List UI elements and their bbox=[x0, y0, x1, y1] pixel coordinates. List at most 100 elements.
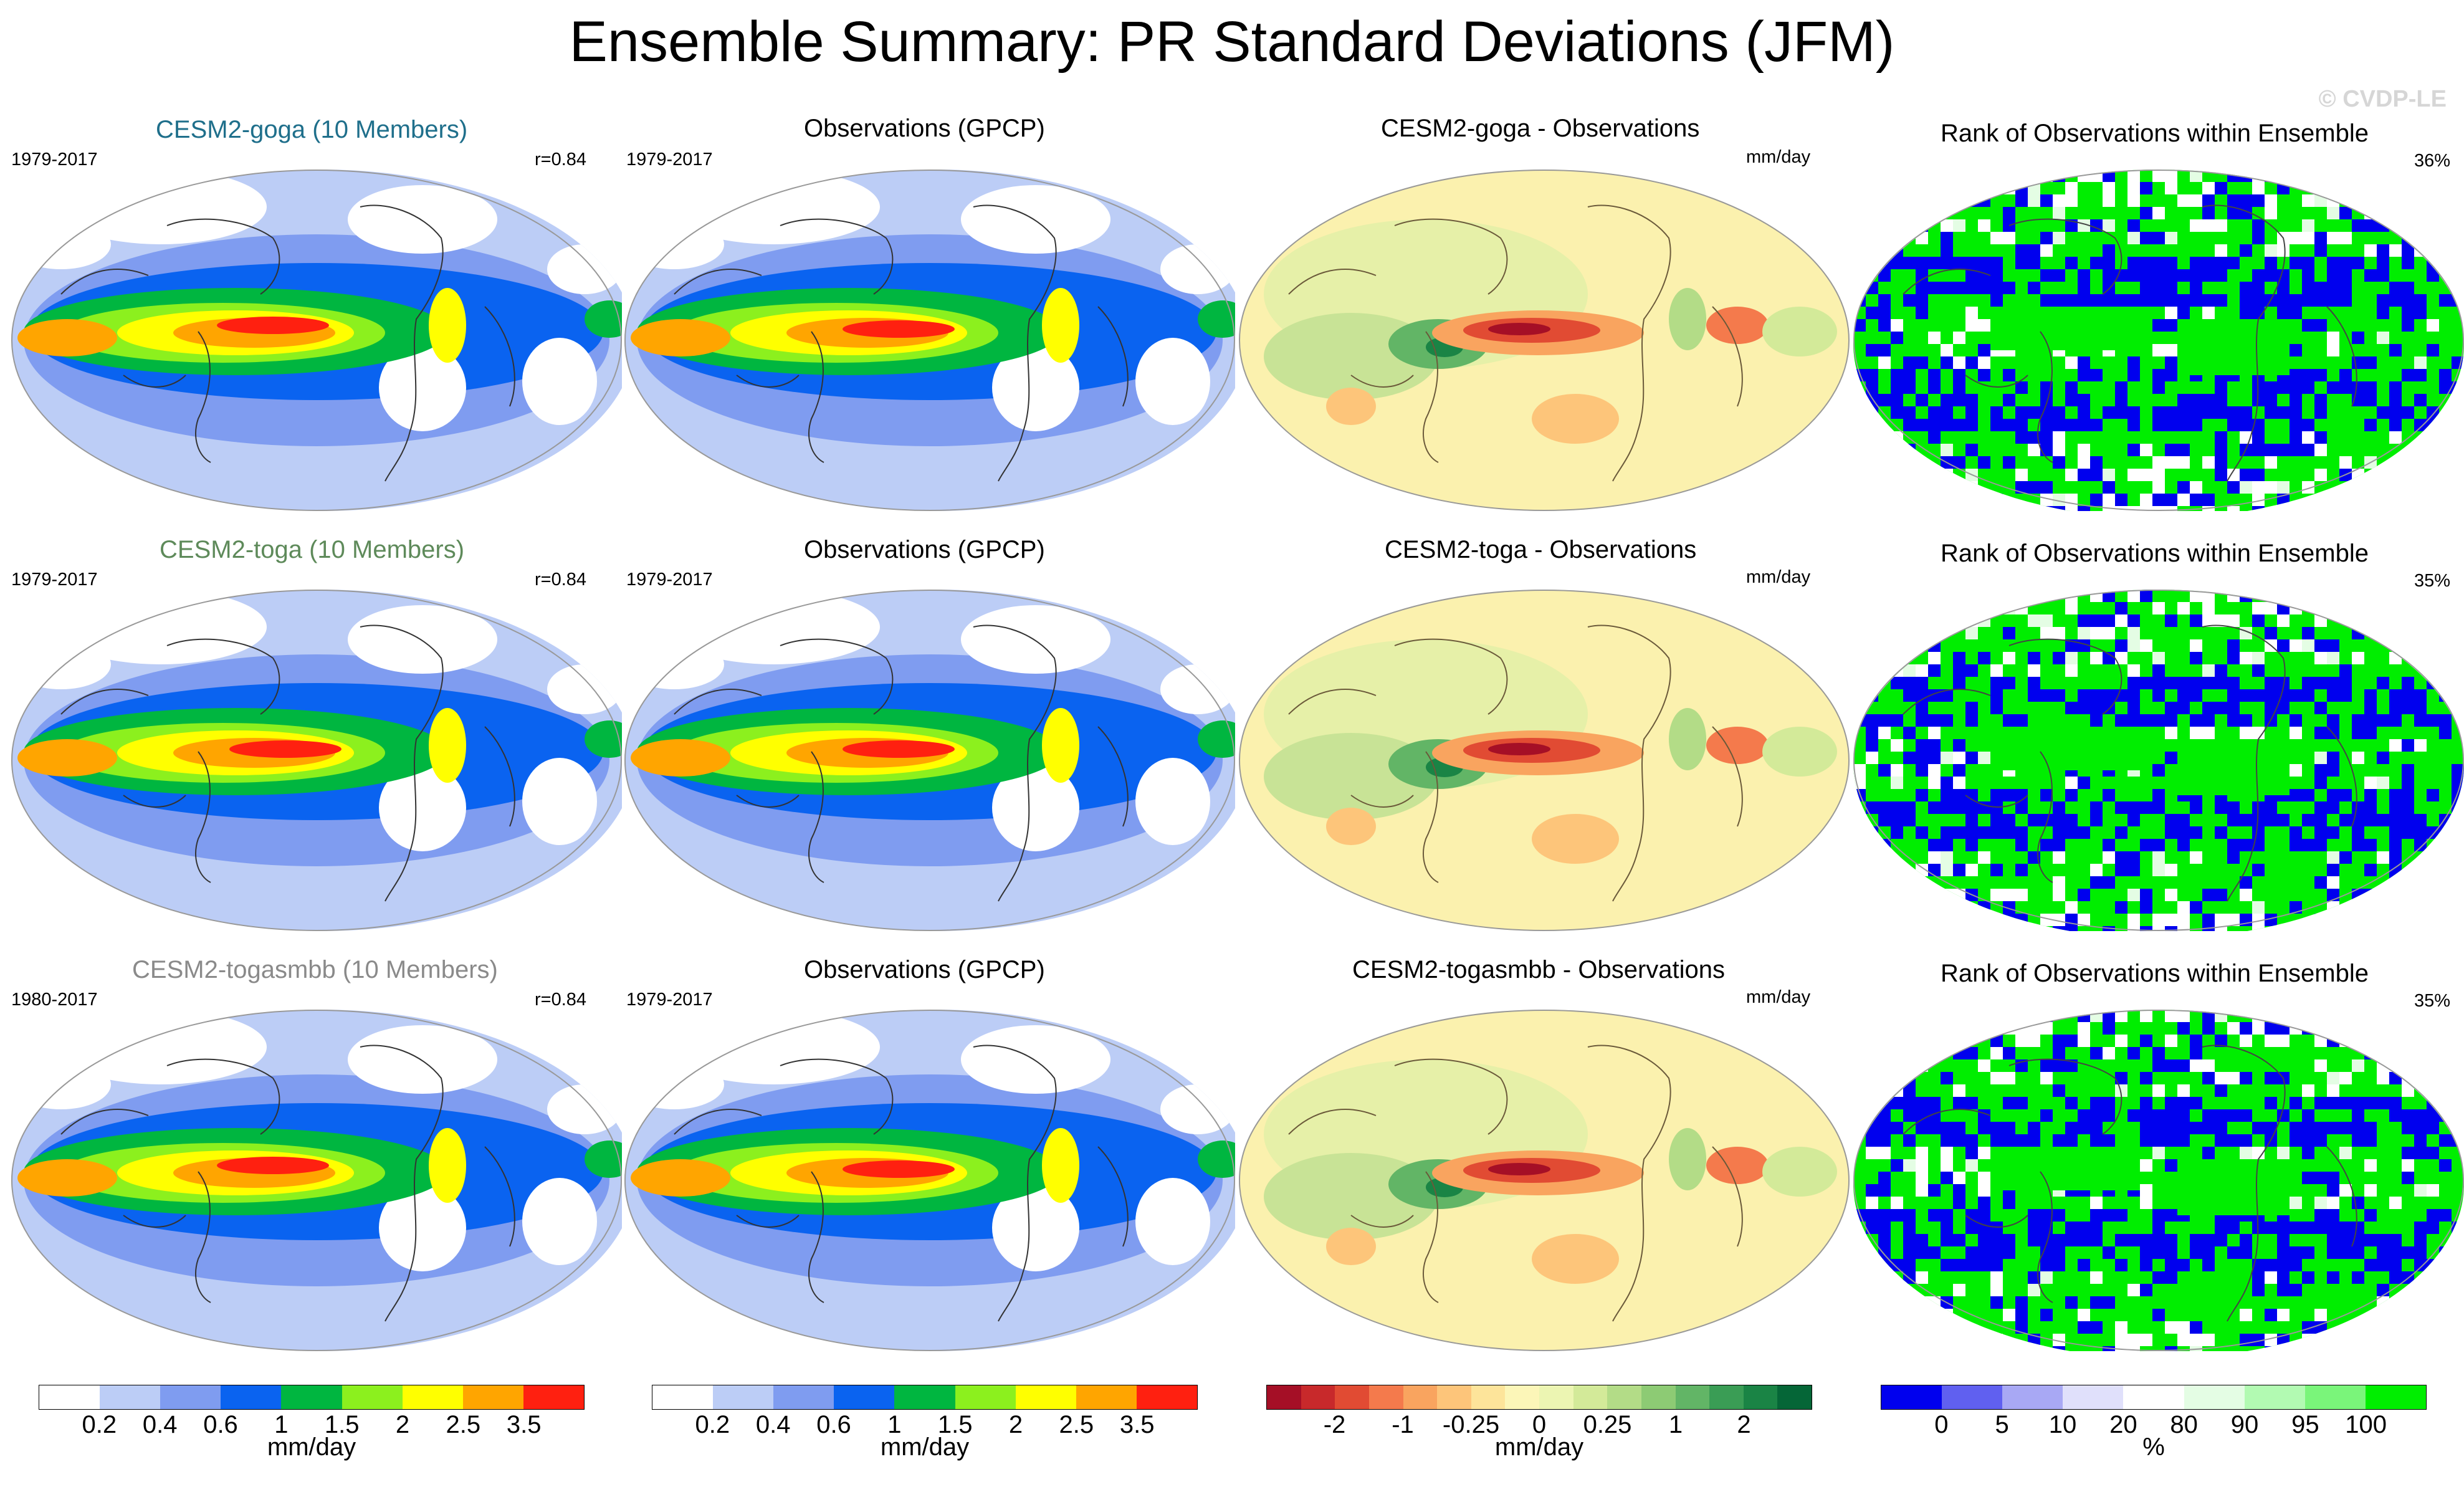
row1-obs-title: Observations (GPCP) bbox=[804, 115, 1045, 142]
colorbar-std-swatch bbox=[221, 1385, 282, 1409]
colorbar-rank-tick: 0 bbox=[1934, 1411, 1949, 1438]
colorbar-obs-swatch bbox=[713, 1385, 774, 1409]
row2-model-std-map bbox=[11, 590, 622, 931]
colorbar-std-tick: 0.4 bbox=[142, 1411, 178, 1438]
colorbar-rank-tick: 80 bbox=[2170, 1411, 2198, 1438]
colorbar-rank-tick: 10 bbox=[2048, 1411, 2077, 1438]
colorbar-obs-std bbox=[652, 1385, 1198, 1410]
colorbar-std-swatch bbox=[341, 1385, 403, 1409]
row1-difference-map bbox=[1239, 170, 1850, 511]
colorbar-obs-swatch bbox=[894, 1385, 955, 1409]
colorbar-std-tick: 2.5 bbox=[446, 1411, 481, 1438]
colorbar-difference bbox=[1266, 1385, 1812, 1410]
row1-rank-map bbox=[1853, 170, 2464, 511]
row1-model-years: 1979-2017 bbox=[11, 150, 98, 170]
colorbar-diff-swatch bbox=[1573, 1385, 1608, 1409]
colorbar-obs-tick: 2.5 bbox=[1059, 1411, 1094, 1438]
colorbar-obs-tick: 1.5 bbox=[937, 1411, 973, 1438]
colorbar-diff-swatch bbox=[1437, 1385, 1471, 1409]
colorbar-diff-tick: 0.25 bbox=[1583, 1411, 1632, 1438]
row2-diff-title: CESM2-toga - Observations bbox=[1385, 536, 1697, 563]
row3-rank-pct: 35% bbox=[2414, 991, 2451, 1011]
row2-difference-map bbox=[1239, 590, 1850, 931]
colorbar-obs-swatch bbox=[955, 1385, 1016, 1409]
colorbar-rank-swatch bbox=[2063, 1385, 2124, 1409]
colorbar-rank bbox=[1881, 1385, 2427, 1410]
row1-diff-units: mm/day bbox=[1746, 147, 1811, 167]
colorbar-obs-tick: 2 bbox=[1008, 1411, 1023, 1438]
colorbar-rank-swatch bbox=[2365, 1385, 2426, 1409]
colorbar-std-tick: 1 bbox=[274, 1411, 289, 1438]
colorbar-diff-swatch bbox=[1335, 1385, 1369, 1409]
colorbar-diff-tick: 1 bbox=[1668, 1411, 1683, 1438]
colorbar-rank-tick: 5 bbox=[1995, 1411, 2009, 1438]
colorbar-diff-unit: mm/day bbox=[1494, 1433, 1584, 1461]
colorbar-rank-swatch bbox=[2123, 1385, 2184, 1409]
colorbar-diff-tick: -1 bbox=[1392, 1411, 1414, 1438]
colorbar-diff-swatch bbox=[1777, 1385, 1812, 1409]
row1-model-title: CESM2-goga (10 Members) bbox=[156, 116, 468, 143]
row3-model-title: CESM2-togasmbb (10 Members) bbox=[132, 956, 498, 983]
colorbar-diff-swatch bbox=[1709, 1385, 1744, 1409]
colorbar-rank-tick: 100 bbox=[2345, 1411, 2387, 1438]
row3-diff-units: mm/day bbox=[1746, 987, 1811, 1007]
colorbar-std-tick: 3.5 bbox=[506, 1411, 542, 1438]
colorbar-diff-tick: -0.25 bbox=[1442, 1411, 1500, 1438]
colorbar-diff-tick: -2 bbox=[1323, 1411, 1346, 1438]
row2-obs-years: 1979-2017 bbox=[626, 570, 713, 590]
colorbar-std-tick: 1.5 bbox=[324, 1411, 360, 1438]
colorbar-obs-swatch bbox=[1076, 1385, 1137, 1409]
colorbar-diff-swatch bbox=[1675, 1385, 1710, 1409]
colorbar-obs-swatch bbox=[834, 1385, 895, 1409]
colorbar-diff-swatch bbox=[1403, 1385, 1438, 1409]
row2-model-years: 1979-2017 bbox=[11, 570, 98, 590]
colorbar-std-unit: mm/day bbox=[267, 1433, 356, 1461]
colorbar-obs-tick: 0.4 bbox=[755, 1411, 791, 1438]
watermark: © CVDP-LE bbox=[2318, 86, 2447, 112]
colorbar-diff-swatch bbox=[1641, 1385, 1676, 1409]
colorbar-std-tick: 2 bbox=[395, 1411, 410, 1438]
colorbar-diff-swatch bbox=[1368, 1385, 1403, 1409]
row3-rank-title: Rank of Observations within Ensemble bbox=[1941, 960, 2369, 987]
colorbar-diff-swatch bbox=[1743, 1385, 1778, 1409]
row2-obs-title: Observations (GPCP) bbox=[804, 536, 1045, 563]
colorbar-rank-swatch bbox=[1881, 1385, 1942, 1409]
colorbar-diff-swatch bbox=[1267, 1385, 1301, 1409]
row1-rank-title: Rank of Observations within Ensemble bbox=[1941, 120, 2369, 147]
colorbar-obs-swatch bbox=[773, 1385, 834, 1409]
row2-correlation: r=0.84 bbox=[535, 570, 587, 590]
row2-diff-units: mm/day bbox=[1746, 567, 1811, 587]
colorbar-obs-tick: 0.6 bbox=[816, 1411, 851, 1438]
row3-difference-map bbox=[1239, 1010, 1850, 1351]
colorbar-std-swatch bbox=[281, 1385, 342, 1409]
colorbar-std-swatch bbox=[402, 1385, 463, 1409]
colorbar-obs-swatch bbox=[652, 1385, 714, 1409]
row2-rank-map bbox=[1853, 590, 2464, 931]
row1-correlation: r=0.84 bbox=[535, 150, 587, 170]
colorbar-std-tick: 0.2 bbox=[82, 1411, 117, 1438]
colorbar-rank-swatch bbox=[2002, 1385, 2063, 1409]
colorbar-rank-tick: 20 bbox=[2109, 1411, 2137, 1438]
row2-rank-pct: 35% bbox=[2414, 571, 2451, 591]
colorbar-obs-unit: mm/day bbox=[880, 1433, 970, 1461]
colorbar-std-tick: 0.6 bbox=[203, 1411, 238, 1438]
colorbar-model-std bbox=[39, 1385, 585, 1410]
row3-obs-title: Observations (GPCP) bbox=[804, 956, 1045, 983]
row1-obs-std-map bbox=[624, 170, 1235, 511]
colorbar-obs-tick: 0.2 bbox=[695, 1411, 730, 1438]
colorbar-diff-swatch bbox=[1471, 1385, 1506, 1409]
colorbar-rank-tick: 90 bbox=[2230, 1411, 2259, 1438]
colorbar-diff-swatch bbox=[1539, 1385, 1573, 1409]
row2-obs-std-map bbox=[624, 590, 1235, 931]
colorbar-diff-tick: 0 bbox=[1532, 1411, 1547, 1438]
colorbar-diff-tick: 2 bbox=[1737, 1411, 1751, 1438]
colorbar-std-swatch bbox=[523, 1385, 584, 1409]
row3-correlation: r=0.84 bbox=[535, 990, 587, 1010]
row3-model-std-map bbox=[11, 1010, 622, 1351]
figure-title: Ensemble Summary: PR Standard Deviations… bbox=[569, 10, 1895, 74]
row3-diff-title: CESM2-togasmbb - Observations bbox=[1352, 956, 1726, 983]
row3-obs-years: 1979-2017 bbox=[626, 990, 713, 1010]
colorbar-rank-unit: % bbox=[2142, 1433, 2165, 1461]
row2-rank-title: Rank of Observations within Ensemble bbox=[1941, 540, 2369, 567]
colorbar-rank-swatch bbox=[2304, 1385, 2366, 1409]
